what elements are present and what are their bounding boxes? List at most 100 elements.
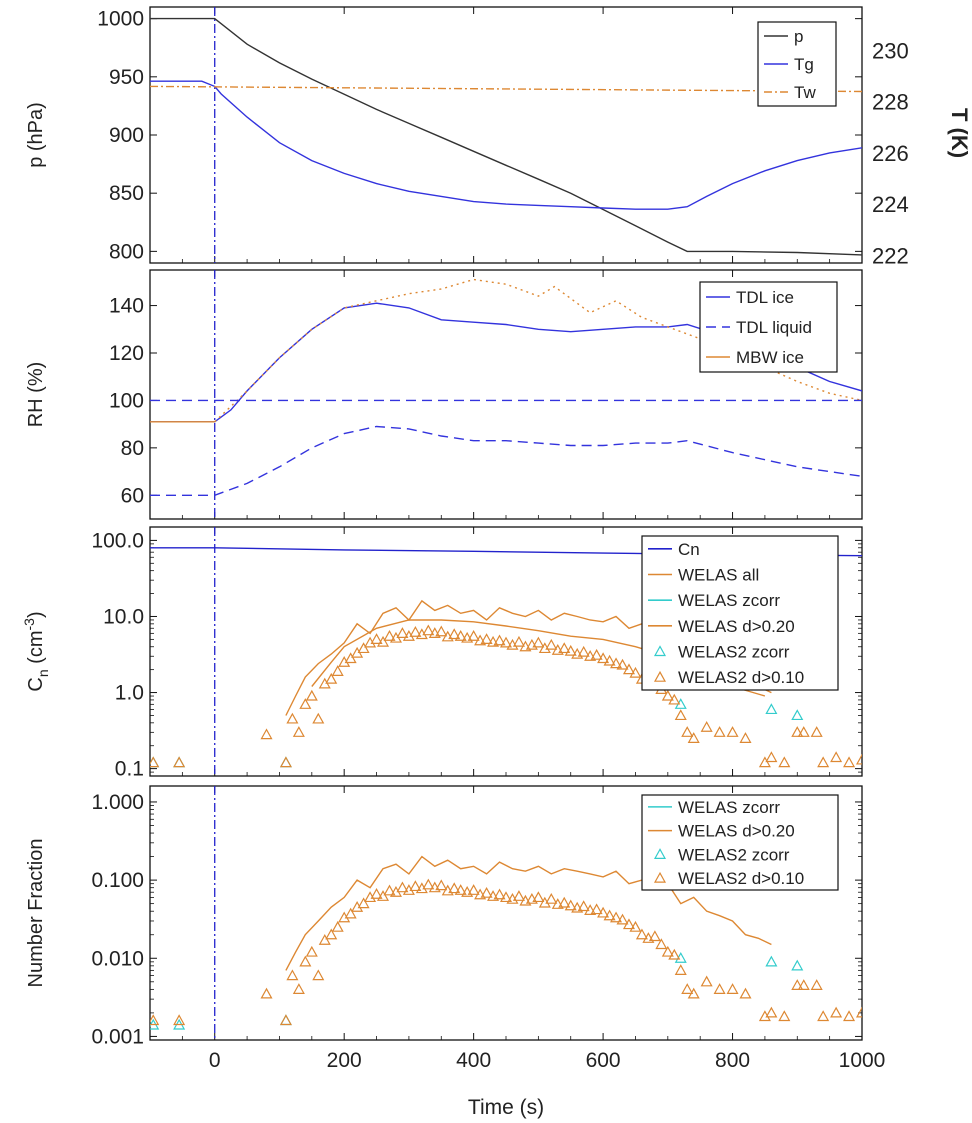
data-point	[480, 633, 493, 644]
data-point	[739, 732, 752, 743]
data-point	[357, 897, 370, 909]
data-point	[810, 726, 823, 737]
y-right-tick-label: 224	[872, 192, 909, 217]
y-axis-label: RH (%)	[25, 362, 47, 428]
data-point	[551, 898, 564, 909]
data-point	[791, 726, 804, 737]
y-tick-label: 0.1	[115, 758, 144, 781]
data-point	[383, 629, 396, 641]
data-point	[668, 693, 681, 705]
series-line	[285, 855, 772, 971]
legend-label: WELAS d>0.20	[678, 617, 795, 636]
legend: p Tg Tw	[757, 21, 837, 107]
data-point	[629, 920, 642, 932]
data-point	[499, 636, 513, 648]
data-point	[778, 756, 791, 768]
data-point	[817, 756, 830, 768]
data-point	[810, 979, 823, 990]
data-point	[681, 983, 694, 994]
y-tick-label: 0.010	[91, 947, 144, 970]
data-point	[312, 712, 325, 724]
y-right-tick-label: 230	[872, 39, 909, 64]
data-point	[577, 900, 590, 912]
series-line	[150, 85, 862, 93]
y-tick-label: 1.0	[115, 682, 144, 705]
data-point	[376, 635, 390, 647]
panel-4: 0.001 0.010 0.100 1.000 Number Fraction WELAS…	[25, 785, 885, 1119]
y-tick-label: 80	[121, 437, 144, 460]
plot-area	[150, 527, 862, 776]
legend-marker	[653, 848, 667, 859]
y-tick-label: 60	[121, 484, 144, 507]
data-point	[590, 903, 603, 915]
y-tick-label: 0.100	[91, 869, 144, 892]
legend-label: WELAS zcorr	[678, 591, 780, 610]
data-point	[674, 709, 687, 721]
y-tick-label: 10.0	[103, 605, 144, 628]
data-point	[830, 751, 843, 763]
data-point	[344, 652, 357, 664]
data-point	[173, 756, 186, 768]
data-point	[739, 987, 752, 999]
data-point	[661, 945, 674, 957]
data-point	[422, 878, 435, 890]
data-point	[545, 638, 558, 650]
data-point	[791, 979, 804, 990]
data-point	[312, 969, 325, 981]
data-point	[843, 1010, 856, 1022]
data-point	[603, 654, 616, 666]
data-point	[765, 1006, 778, 1018]
data-point	[855, 753, 862, 765]
y-right-axis-label: T (K)	[947, 108, 972, 158]
data-point	[590, 648, 603, 660]
data-point	[791, 959, 804, 971]
data-point	[687, 732, 700, 743]
panel-1: 800 850 900 950 1000 222 224 226 228 230 p (hPa) T …	[25, 6, 972, 268]
data-point	[305, 945, 318, 957]
data-point	[558, 896, 571, 908]
panel-3: 0.1 1.0 10.0 100.0 Cn (cm-3) Cn WELAS all WELAS…	[21, 526, 863, 781]
data-point	[765, 955, 778, 967]
data-point	[512, 890, 525, 901]
series-line	[150, 425, 862, 496]
x-tick-label: 400	[456, 1049, 491, 1072]
data-point	[622, 918, 636, 930]
data-point	[558, 642, 571, 654]
series-line	[150, 17, 862, 256]
legend-label: Tg	[794, 55, 814, 74]
y-tick-label: 850	[109, 182, 144, 205]
data-point	[681, 726, 694, 737]
data-point	[344, 907, 357, 919]
data-point	[331, 665, 344, 676]
data-point	[597, 906, 610, 918]
series-line	[150, 80, 862, 210]
data-point	[616, 658, 629, 670]
legend-label: p	[794, 27, 803, 46]
data-point	[655, 938, 668, 950]
data-point	[325, 672, 338, 684]
data-point	[610, 657, 623, 669]
data-point	[480, 886, 493, 898]
data-point	[422, 624, 435, 636]
legend-label: WELAS2 d>0.10	[678, 869, 804, 888]
data-point	[700, 975, 713, 987]
data-point	[286, 712, 299, 724]
data-point	[260, 987, 273, 999]
y-right-tick-label: 222	[872, 243, 909, 268]
data-point	[396, 627, 409, 638]
data-point	[299, 955, 312, 967]
y-tick-label: 140	[109, 295, 144, 318]
legend-label: MBW ice	[736, 348, 804, 367]
data-point	[532, 636, 545, 648]
legend: Cn WELAS all WELAS zcorr WELAS d>0.20 WELAS2…	[641, 535, 839, 691]
data-point	[713, 726, 726, 737]
y-tick-label: 900	[109, 124, 144, 147]
data-point	[817, 1010, 830, 1022]
data-point	[668, 948, 681, 960]
y-tick-label: 950	[109, 66, 144, 89]
legend-label: Tw	[794, 83, 816, 102]
data-point	[635, 928, 648, 940]
plot-area	[150, 786, 862, 1040]
data-point	[726, 983, 739, 994]
data-point	[493, 888, 506, 900]
